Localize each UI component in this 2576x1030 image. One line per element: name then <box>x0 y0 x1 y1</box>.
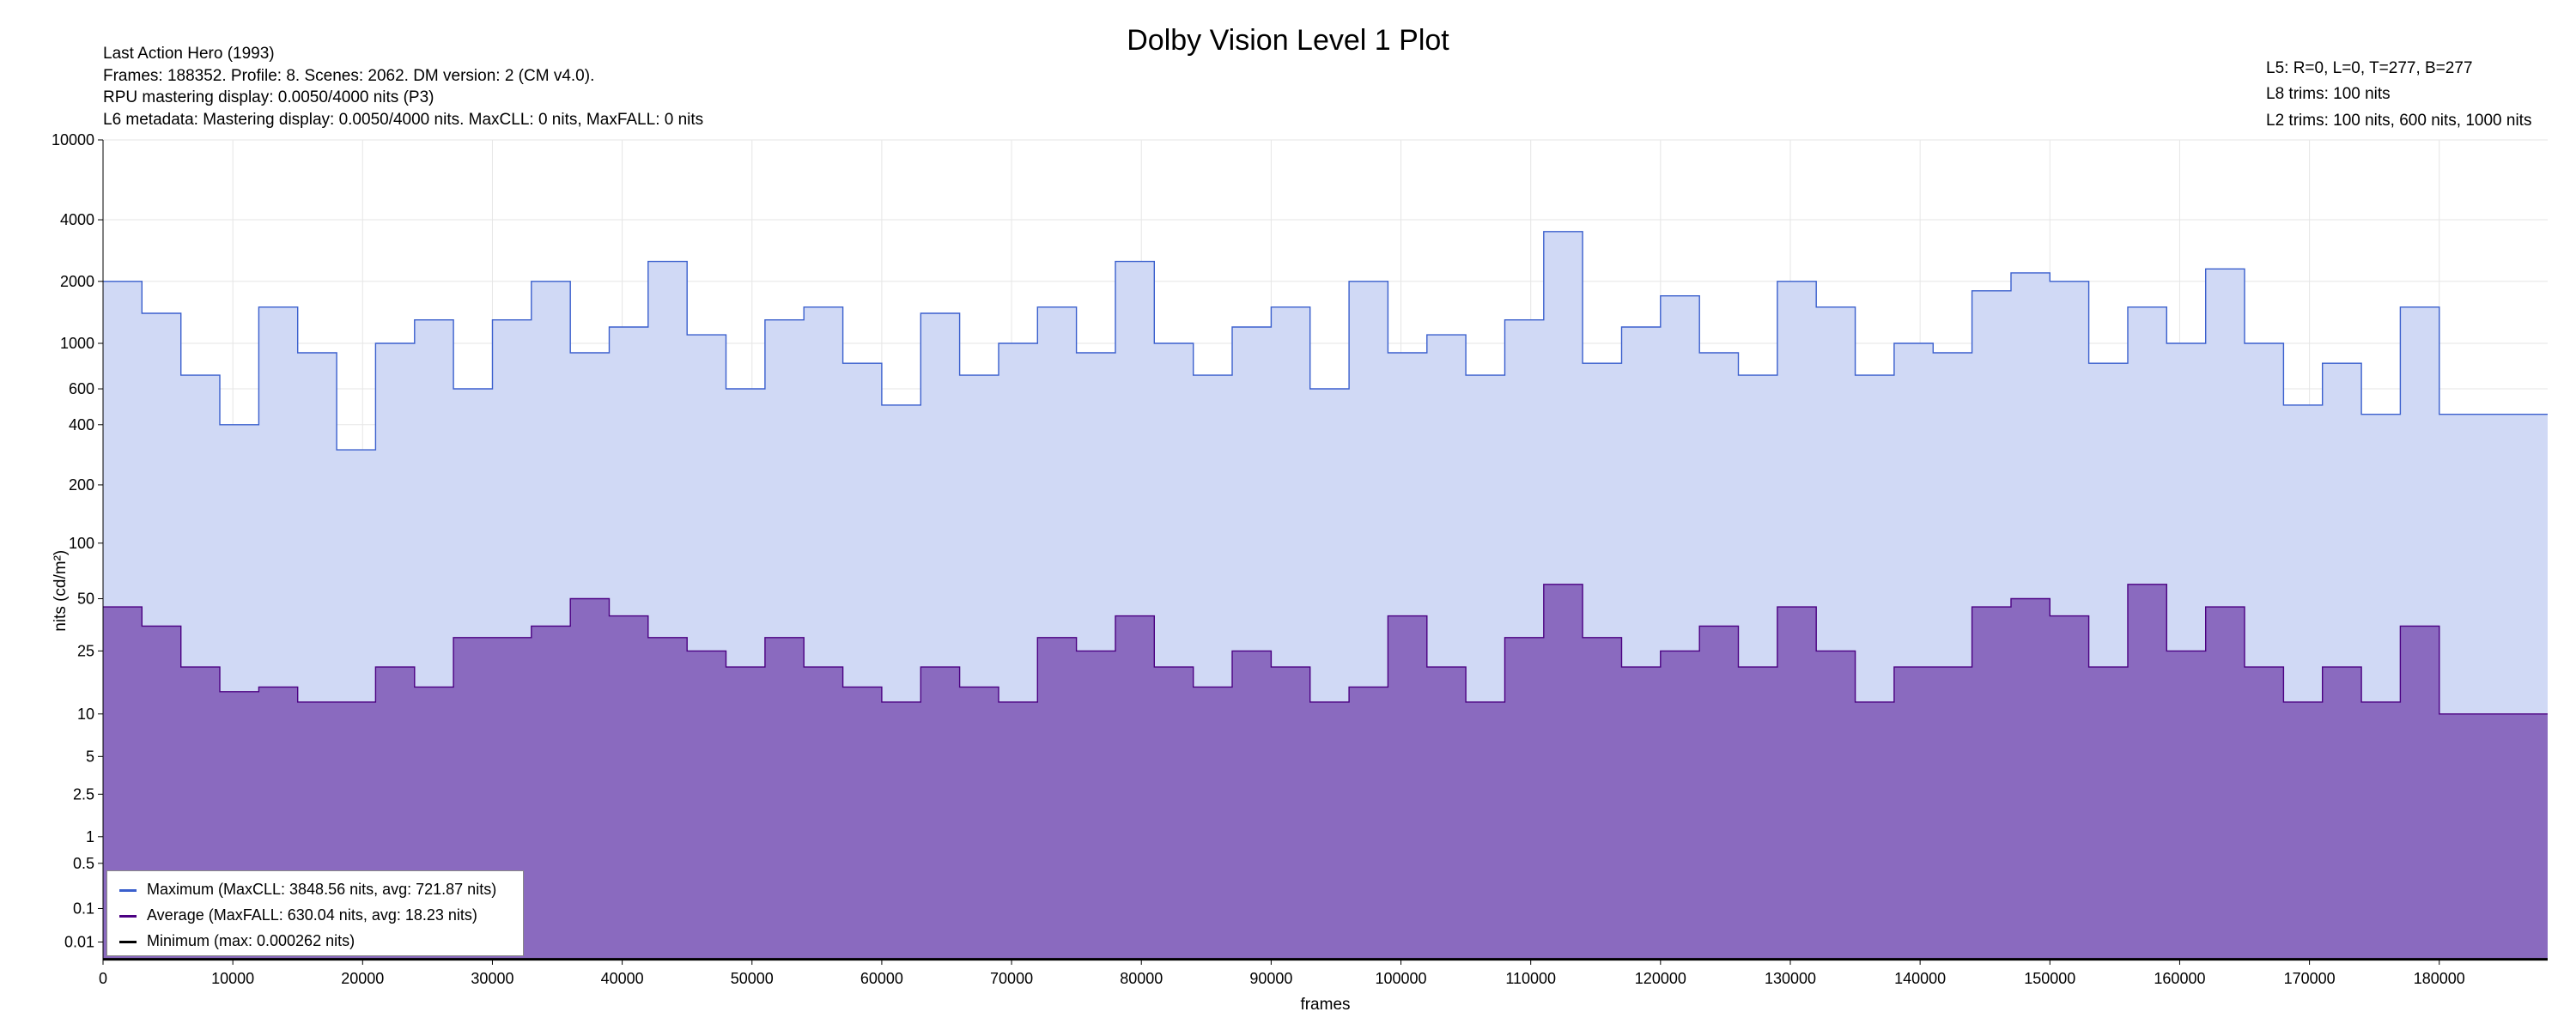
y-tick-label: 0.01 <box>64 933 94 950</box>
y-tick-label: 25 <box>77 642 94 659</box>
legend-item-minimum: Minimum (max: 0.000262 nits) <box>119 930 355 952</box>
axis-ticks: 0.01 0.1 0.5 1 2.5 5 10 25 50 100 200 400 600 1000 200… <box>52 131 2465 987</box>
chart-title: Dolby Vision Level 1 Plot <box>1127 24 1449 57</box>
x-tick-label: 50000 <box>731 970 774 987</box>
y-tick-label: 2.5 <box>73 785 94 803</box>
l5-trims-info: L5: R=0, L=0, T=277, B=277 <box>2266 59 2473 77</box>
y-tick-label: 1 <box>86 828 94 845</box>
legend: Maximum (MaxCLL: 3848.56 nits, avg: 721.… <box>106 870 524 956</box>
y-tick-label: 50 <box>77 591 94 608</box>
y-tick-label: 4000 <box>60 211 94 228</box>
x-tick-label: 30000 <box>471 970 513 987</box>
frames-info: Frames: 188352. Profile: 8. Scenes: 2062… <box>103 67 595 85</box>
x-tick-label: 150000 <box>2024 970 2075 987</box>
x-tick-label: 90000 <box>1249 970 1292 987</box>
y-tick-label: 0.5 <box>73 855 94 872</box>
x-tick-label: 180000 <box>2414 970 2465 987</box>
x-tick-label: 110000 <box>1505 970 1556 987</box>
legend-swatch-average <box>119 914 137 918</box>
y-tick-label: 200 <box>69 476 94 494</box>
legend-label-maximum: Maximum (MaxCLL: 3848.56 nits, avg: 721.… <box>147 881 497 898</box>
y-tick-label: 100 <box>69 535 94 552</box>
y-tick-label: 10000 <box>52 131 94 148</box>
average-area-fill <box>103 584 2548 960</box>
y-axis-label: nits (cd/m²) <box>52 550 70 632</box>
y-tick-label: 0.1 <box>73 900 94 917</box>
legend-item-average: Average (MaxFALL: 630.04 nits, avg: 18.2… <box>119 904 477 926</box>
x-tick-label: 160000 <box>2154 970 2205 987</box>
rpu-mastering-info: RPU mastering display: 0.0050/4000 nits … <box>103 88 434 106</box>
y-tick-label: 5 <box>86 748 94 765</box>
x-tick-label: 60000 <box>860 970 903 987</box>
legend-swatch-minimum <box>119 940 137 943</box>
x-tick-label: 10000 <box>211 970 254 987</box>
average-series-line <box>103 584 2548 715</box>
x-tick-label: 80000 <box>1120 970 1163 987</box>
legend-label-minimum: Minimum (max: 0.000262 nits) <box>147 932 355 949</box>
x-tick-label: 40000 <box>601 970 644 987</box>
x-tick-label: 130000 <box>1765 970 1816 987</box>
legend-swatch-maximum <box>119 888 137 892</box>
x-tick-label: 120000 <box>1635 970 1686 987</box>
x-tick-label: 70000 <box>990 970 1033 987</box>
x-tick-label: 20000 <box>341 970 384 987</box>
maximum-series-line <box>103 231 2548 451</box>
y-tick-label: 1000 <box>60 335 94 352</box>
x-axis-label: frames <box>1300 996 1350 1014</box>
x-tick-label: 100000 <box>1375 970 1426 987</box>
legend-label-average: Average (MaxFALL: 630.04 nits, avg: 18.2… <box>147 906 477 924</box>
x-tick-label: 0 <box>99 970 107 987</box>
legend-item-maximum: Maximum (MaxCLL: 3848.56 nits, avg: 721.… <box>119 878 496 900</box>
y-tick-label: 10 <box>77 706 94 723</box>
y-tick-label: 600 <box>69 380 94 397</box>
l2-trims-info: L2 trims: 100 nits, 600 nits, 1000 nits <box>2266 112 2532 130</box>
x-tick-label: 170000 <box>2284 970 2336 987</box>
l8-trims-info: L8 trims: 100 nits <box>2266 85 2391 103</box>
y-tick-label: 400 <box>69 416 94 433</box>
l6-metadata-info: L6 metadata: Mastering display: 0.0050/4… <box>103 111 704 129</box>
x-tick-label: 140000 <box>1894 970 1946 987</box>
y-tick-label: 2000 <box>60 273 94 290</box>
movie-title: Last Action Hero (1993) <box>103 45 275 63</box>
